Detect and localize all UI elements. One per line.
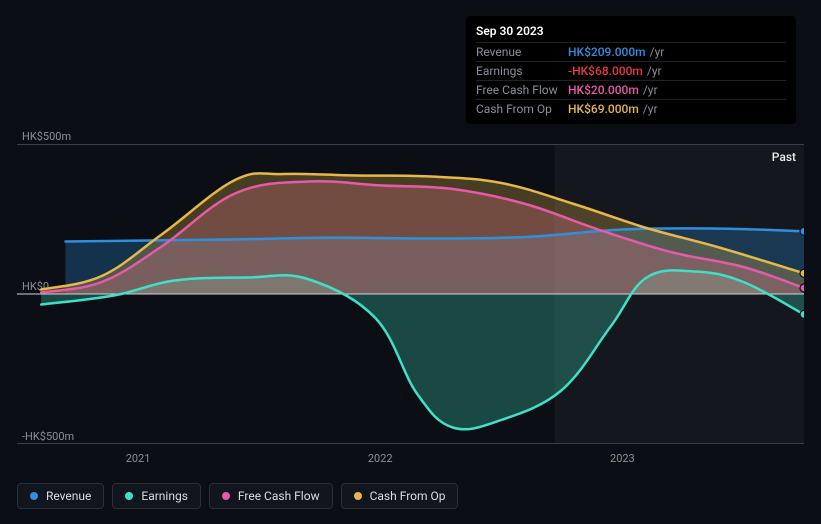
legend-dot-icon xyxy=(354,492,362,500)
y-axis-tick-label: HK$500m xyxy=(22,130,71,143)
legend-dot-icon xyxy=(30,492,38,500)
legend-dot-icon xyxy=(222,492,230,500)
tooltip-row: Free Cash FlowHK$20.000m/yr xyxy=(476,81,786,100)
tooltip-row: Earnings-HK$68.000m/yr xyxy=(476,62,786,81)
legend-item-cash-from-op[interactable]: Cash From Op xyxy=(341,483,459,509)
tooltip-row-label: Earnings xyxy=(476,64,568,78)
chart-legend: Revenue Earnings Free Cash Flow Cash From O… xyxy=(17,483,458,509)
legend-item-label: Earnings xyxy=(141,489,188,503)
legend-item-revenue[interactable]: Revenue xyxy=(17,483,104,509)
tooltip-row-label: Cash From Op xyxy=(476,102,568,116)
tooltip-row-value: -HK$68.000m xyxy=(568,64,643,78)
tooltip-row-suffix: /yr xyxy=(650,45,665,59)
x-axis-tick-label: 2023 xyxy=(610,452,635,465)
past-label: Past xyxy=(772,150,796,164)
legend-item-label: Cash From Op xyxy=(370,489,446,503)
tooltip-row-suffix: /yr xyxy=(647,64,662,78)
legend-item-label: Free Cash Flow xyxy=(238,489,320,503)
tooltip-row-value: HK$209.000m xyxy=(568,45,646,59)
tooltip-row-suffix: /yr xyxy=(643,102,658,116)
legend-item-free-cash-flow[interactable]: Free Cash Flow xyxy=(209,483,333,509)
legend-dot-icon xyxy=(125,492,133,500)
legend-item-label: Revenue xyxy=(46,489,91,503)
tooltip-date: Sep 30 2023 xyxy=(476,22,786,43)
tooltip-row-suffix: /yr xyxy=(643,83,658,97)
tooltip-row-label: Free Cash Flow xyxy=(476,83,568,97)
financials-area-chart xyxy=(17,144,804,444)
tooltip-row: Cash From OpHK$69.000m/yr xyxy=(476,100,786,118)
tooltip-row: RevenueHK$209.000m/yr xyxy=(476,43,786,62)
tooltip-row-label: Revenue xyxy=(476,45,568,59)
chart-tooltip: Sep 30 2023 RevenueHK$209.000m/yrEarning… xyxy=(466,16,796,124)
legend-item-earnings[interactable]: Earnings xyxy=(112,483,201,509)
x-axis-tick-label: 2021 xyxy=(126,452,151,465)
tooltip-row-value: HK$20.000m xyxy=(568,83,639,97)
x-axis-tick-label: 2022 xyxy=(368,452,393,465)
tooltip-row-value: HK$69.000m xyxy=(568,102,639,116)
